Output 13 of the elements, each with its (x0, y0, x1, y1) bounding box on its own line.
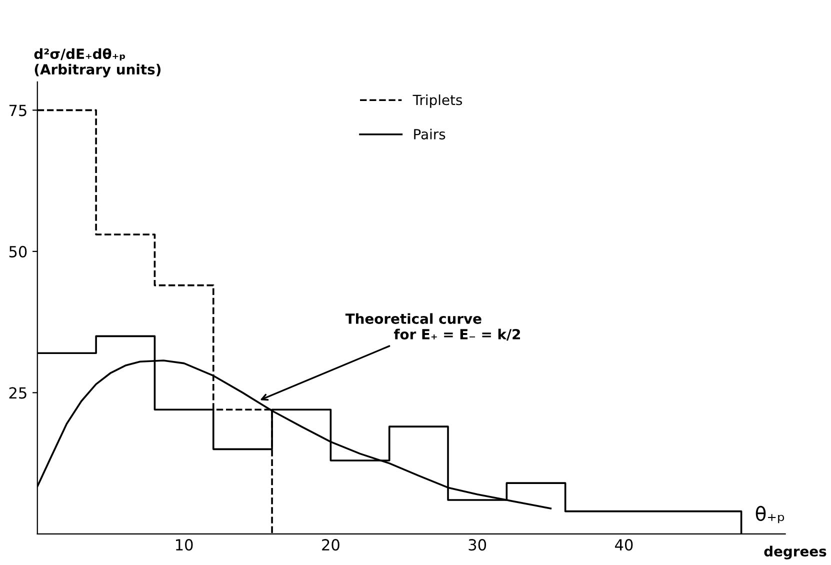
x-tick-label: 10 (176, 539, 193, 551)
y-axis-title: d²σ/dE₊dθ₊ₚ (Arbitrary units) (34, 48, 160, 78)
x-tick-label: 40 (615, 539, 633, 551)
x2-axis-title: degrees (764, 546, 826, 560)
legend-label: Pairs (414, 128, 446, 140)
legend-label: Triplets (412, 94, 462, 108)
annotation: Theoretical curve for E₊ = E₋ = k/2 (345, 313, 520, 341)
y-tick-label: 25 (9, 387, 26, 399)
x-tick-label: 20 (322, 539, 340, 551)
y-tick-label: 75 (9, 104, 26, 116)
x-tick-label: 30 (468, 539, 486, 551)
x-axis-title: θ₊ₚ (756, 506, 784, 524)
y-tick-label: 50 (9, 246, 27, 258)
